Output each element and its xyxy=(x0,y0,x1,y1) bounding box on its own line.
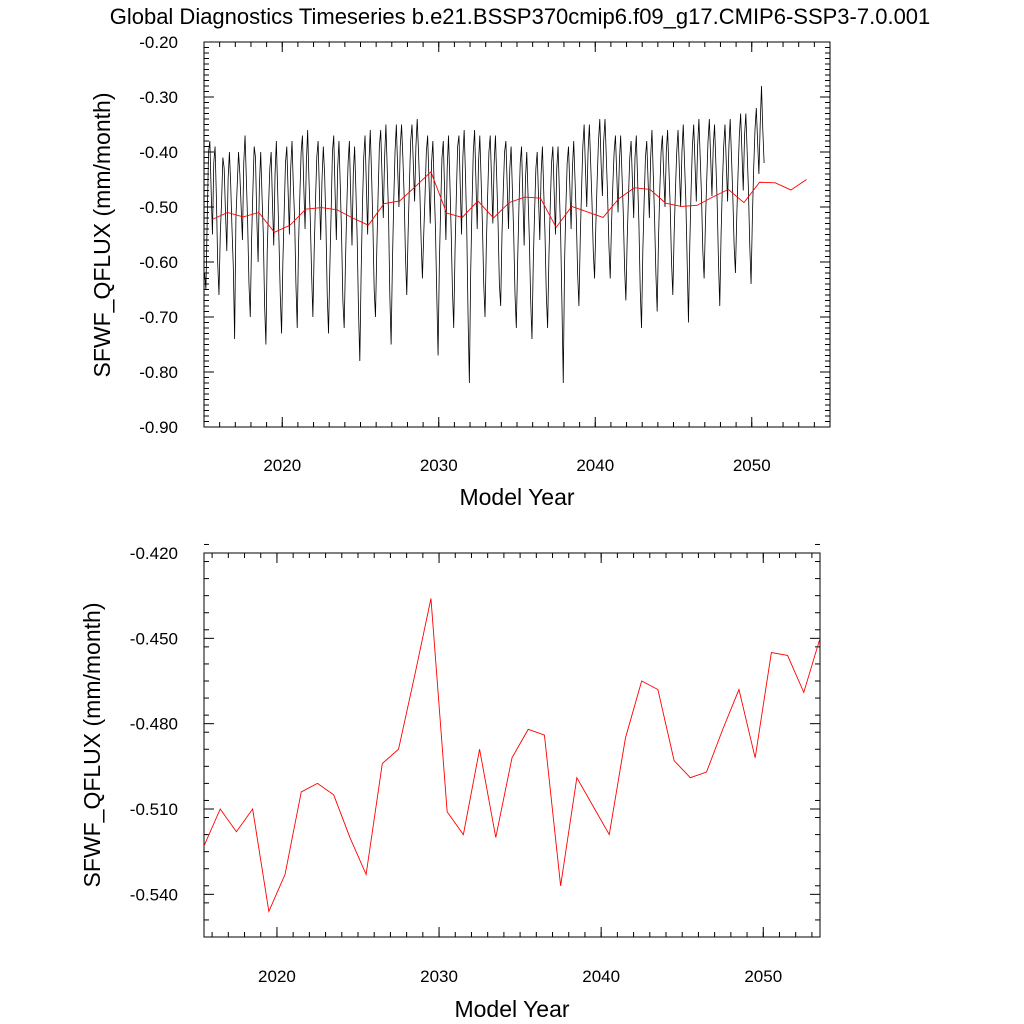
y-tick-label: -0.30 xyxy=(139,88,178,107)
series-line-annual xyxy=(204,598,820,913)
plot-frame xyxy=(203,552,821,938)
y-axis-title: SFWF_QFLUX (mm/month) xyxy=(89,93,115,378)
x-tick-label: 2040 xyxy=(582,967,620,986)
x-tick-label: 2020 xyxy=(258,967,296,986)
chart-panel-monthly: 2020 2030 2040 2050 -0.20 -0.30 -0.40 -0.50 -0.6… xyxy=(89,33,831,510)
x-axis-title: Model Year xyxy=(459,484,574,510)
y-axis-title: SFWF_QFLUX (mm/month) xyxy=(79,603,105,888)
y-tick-label: -0.50 xyxy=(139,198,178,217)
y-tick-label: -0.480 xyxy=(130,715,178,734)
y-tick-label: -0.420 xyxy=(130,544,178,563)
chart-panel-annual: 2020 2030 2040 2050 -0.420 -0.450 -0.480 -0.510… xyxy=(79,543,821,1022)
y-tick-label: -0.510 xyxy=(130,800,178,819)
x-tick-label: 2050 xyxy=(733,456,771,475)
y-tick-label: -0.90 xyxy=(139,418,178,437)
y-tick-label: -0.20 xyxy=(139,33,178,52)
x-tick-label: 2020 xyxy=(263,456,301,475)
y-tick-label: -0.60 xyxy=(139,253,178,272)
y-tick-label: -0.80 xyxy=(139,363,178,382)
y-tick-label: -0.450 xyxy=(130,629,178,648)
series-line-annual xyxy=(211,171,807,233)
x-tick-label: 2040 xyxy=(576,456,614,475)
x-tick-label: 2030 xyxy=(420,456,458,475)
y-tick-label: -0.70 xyxy=(139,308,178,327)
x-tick-label: 2050 xyxy=(744,967,782,986)
x-axis-title: Model Year xyxy=(454,996,569,1022)
y-tick-label: -0.40 xyxy=(139,143,178,162)
series-line-monthly xyxy=(204,85,765,384)
chart-title: Global Diagnostics Timeseries b.e21.BSSP… xyxy=(110,4,931,29)
x-tick-label: 2030 xyxy=(420,967,458,986)
y-tick-label: -0.540 xyxy=(130,885,178,904)
